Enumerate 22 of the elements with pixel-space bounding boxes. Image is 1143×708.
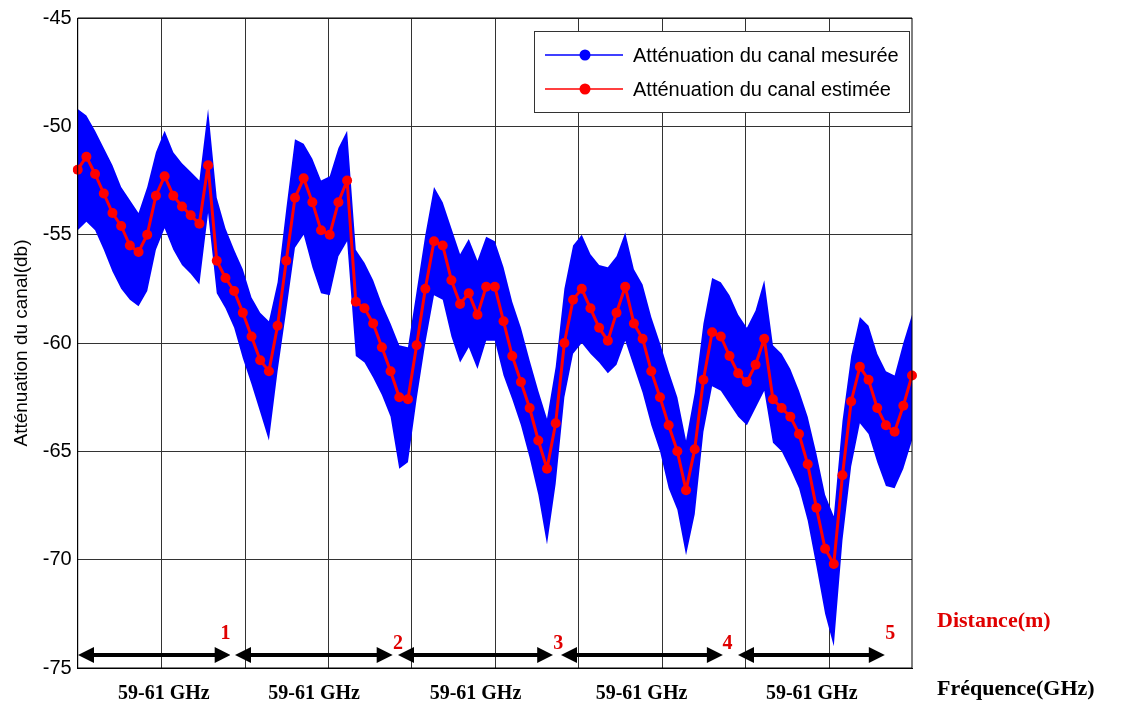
y-tick-label: -60 <box>42 330 72 353</box>
legend-label: Atténuation du canal estimée <box>633 77 891 101</box>
text: 59-61 GHz <box>595 680 688 704</box>
y-tick-label: -50 <box>42 113 72 136</box>
y-tick-label: -55 <box>42 222 72 245</box>
annotation: 4 <box>722 630 733 654</box>
x-axis-title: Fréquence(GHz) <box>937 675 1095 701</box>
annotation: 1 <box>220 620 231 644</box>
y-tick-label: -70 <box>42 547 72 570</box>
annotation: 3 <box>553 630 564 654</box>
legend-label: Atténuation du canal mesurée <box>633 43 899 67</box>
text: 59-61 GHz <box>118 680 210 704</box>
text: 59-61 GHz <box>765 680 858 704</box>
y-tick-label: -65 <box>42 438 72 461</box>
annotation: 2 <box>393 630 404 654</box>
text: Distance(m) <box>937 607 1051 633</box>
y-tick-label: -75 <box>42 655 72 678</box>
y-tick-label: -45 <box>42 5 72 28</box>
text: 59-61 GHz <box>429 680 522 704</box>
text: 59-61 GHz <box>268 680 360 704</box>
y-axis-title: Atténuation du canal(db) <box>9 239 31 447</box>
annotation: 5 <box>885 620 896 644</box>
